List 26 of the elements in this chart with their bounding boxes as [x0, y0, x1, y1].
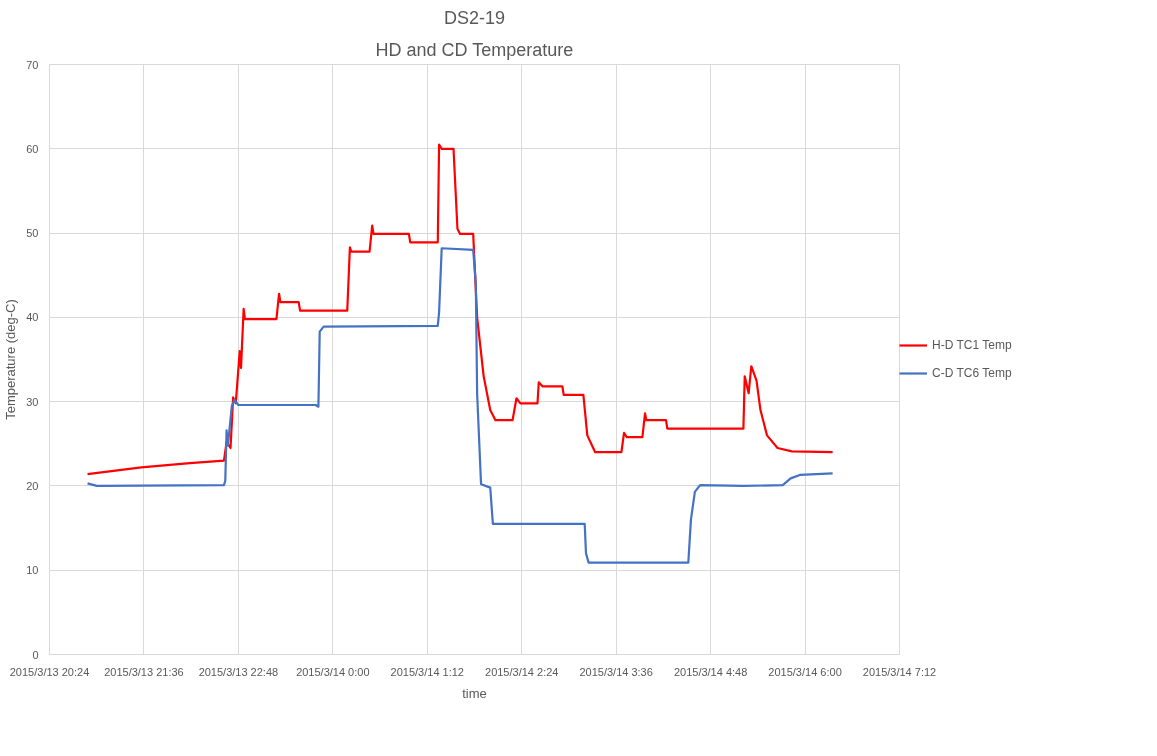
- x-tick-label: 2015/3/14 4:48: [673, 665, 748, 678]
- y-tick-label: 70: [26, 58, 39, 71]
- chart-title: DS2-19: [443, 7, 506, 28]
- y-tick-label: 10: [26, 564, 39, 577]
- x-tick-label: 2015/3/13 22:48: [198, 665, 279, 678]
- y-tick-label: 60: [26, 142, 39, 155]
- x-tick-label: 2015/3/14 3:36: [579, 665, 653, 678]
- x-tick-label: 2015/3/14 2:24: [485, 665, 559, 678]
- y-axis-title: Temperature (deg-C): [3, 299, 19, 420]
- x-axis-title: time: [462, 685, 487, 701]
- line-series: [86, 247, 834, 564]
- legend-label: H-D TC1 Temp: [932, 338, 1012, 352]
- line-series: [86, 143, 834, 476]
- y-tick-label: 50: [26, 227, 39, 240]
- legend-label: C-D TC6 Temp: [932, 366, 1012, 380]
- x-tick-label: 2015/3/14 0:00: [296, 665, 370, 678]
- chart-subtitle: HD and CD Temperature: [375, 39, 574, 60]
- y-tick-label: 0: [32, 648, 39, 661]
- x-tick-label: 2015/3/13 20:24: [9, 665, 90, 678]
- x-tick-label: 2015/3/14 7:12: [862, 665, 937, 678]
- y-tick-label: 20: [26, 479, 39, 492]
- x-tick-label: 2015/3/14 1:12: [390, 665, 464, 678]
- y-tick-label: 30: [26, 395, 39, 408]
- x-tick-label: 2015/3/13 21:36: [104, 665, 184, 678]
- y-tick-label: 40: [26, 311, 39, 324]
- x-tick-label: 2015/3/14 6:00: [768, 665, 842, 678]
